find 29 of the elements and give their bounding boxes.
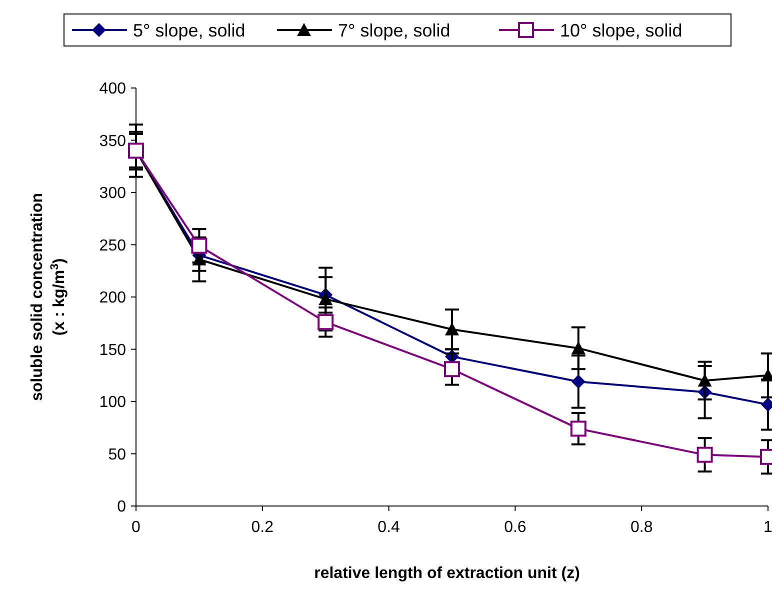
legend-label: 5° slope, solid: [133, 20, 246, 40]
point: [698, 374, 712, 387]
point: [318, 292, 333, 306]
x-axis-title: relative length of extraction unit (z): [314, 565, 580, 582]
point: [570, 420, 586, 437]
x-tick-label: 0.6: [504, 519, 526, 536]
y-tick-label: 0: [117, 498, 126, 516]
x-tick-label: 0.8: [630, 519, 653, 536]
y-tick-label: 100: [99, 394, 126, 412]
y-tick-label: 50: [108, 446, 126, 464]
point: [318, 314, 334, 330]
point: [696, 446, 713, 463]
x-tick-label: 0: [132, 519, 141, 536]
legend-label: 7° slope, solid: [338, 20, 450, 40]
point: [571, 341, 586, 354]
y-tick-label: 200: [99, 290, 126, 307]
point: [191, 238, 208, 254]
y-tick-label: 150: [99, 342, 126, 359]
legend-label: 10° slope, solid: [560, 20, 682, 40]
y-tick-label: 350: [99, 132, 126, 150]
x-tick-label: 0.2: [251, 519, 274, 536]
y-tick-label: 300: [99, 185, 126, 202]
y-tick-label: 250: [99, 237, 126, 254]
point: [444, 361, 460, 378]
x-tick-label: 0.4: [378, 519, 400, 536]
y-tick-label: 400: [99, 80, 126, 98]
point: [571, 374, 586, 389]
point: [445, 322, 459, 336]
x-tick-label: 1: [764, 519, 772, 536]
